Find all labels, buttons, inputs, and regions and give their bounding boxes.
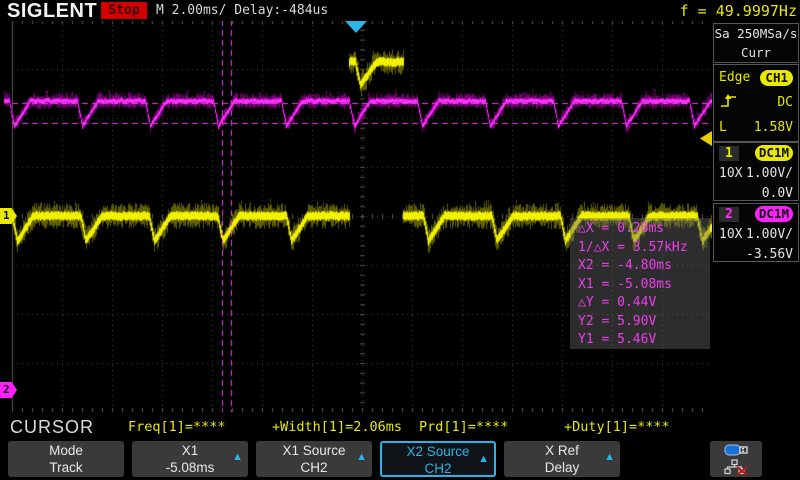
menu-mode-button[interactable]: Mode Track [8,441,124,477]
ch1-ground-marker[interactable]: 1 [0,208,17,224]
usb-icon [724,444,748,456]
trigger-level-label: L [719,120,727,135]
rising-edge-icon [719,93,739,112]
brand-logo: SIGLENT [7,0,98,22]
sample-rate: Sa 250MSa/s [714,26,798,41]
trigger-mode: Edge [719,70,751,85]
menu-x2-source-button[interactable]: X2 Source CH2 ▲ [380,441,496,477]
cursor-y2: Y2 = 5.90V [578,313,657,329]
chevron-up-icon: ▲ [604,451,615,463]
channel2-number: 2 [719,206,739,222]
timebase-readout: M 2.00ms/ Delay:-484us [156,3,329,18]
channel1-info-panel[interactable]: 1 DC1M 10X 1.00V/ 0.0V [713,142,799,201]
ch2-ground-marker[interactable]: 2 [0,382,17,398]
lan-disconnected-icon [724,459,748,476]
channel1-probe: 10X [719,165,743,181]
soft-menu-bar: Mode Track X1 -5.08ms ▲ X1 Source CH2 ▲ … [0,438,800,480]
menu-x1-button[interactable]: X1 -5.08ms ▲ [132,441,248,477]
menu-xref-button[interactable]: X Ref Delay ▲ [504,441,620,477]
measure-period: Prd[1]=**** [419,419,509,435]
measurement-row: CURSOR Freq[1]=**** +Width[1]=2.06ms Prd… [0,415,712,439]
cursor-y1: Y1 = 5.46V [578,332,657,347]
chevron-up-icon: ▲ [232,451,243,463]
channel1-coupling-badge: DC1M [754,145,793,161]
waveform-display [0,0,712,416]
right-sidebar: Sa 250MSa/s Curr 7.00Mpts Edge CH1 DC L … [712,21,800,438]
cursor-inv-delta-x: 1/△X = 3.57kHz [578,239,688,255]
trigger-level-value: 1.58V [753,120,793,135]
top-status-bar: SIGLENT Stop M 2.00ms/ Delay:-484us f = … [0,0,800,22]
channel2-probe: 10X [719,226,743,242]
channel1-scale: 1.00V/ [746,165,793,181]
channel1-number: 1 [719,145,739,161]
measure-freq: Freq[1]=**** [128,419,226,435]
measure-pwidth: +Width[1]=2.06ms [272,419,403,435]
measure-pduty: +Duty[1]=**** [564,419,670,435]
cursor-mode-title: CURSOR [10,417,95,437]
cursor-x1: X1 = -5.08ms [578,276,672,292]
trigger-info-panel[interactable]: Edge CH1 DC L 1.58V [713,64,799,142]
channel2-coupling-badge: DC1M [754,206,793,222]
io-status-panel [710,441,762,477]
acquisition-status-badge[interactable]: Stop [101,2,147,19]
chevron-up-icon: ▲ [478,453,489,465]
channel2-info-panel[interactable]: 2 DC1M 10X 1.00V/ -3.56V [713,203,799,262]
acquisition-info-panel: Sa 250MSa/s Curr 7.00Mpts [713,23,799,79]
frequency-counter: f = 49.9997Hz [679,2,797,20]
channel2-offset: -3.56V [746,246,793,262]
menu-x1-source-button[interactable]: X1 Source CH2 ▲ [256,441,372,477]
chevron-up-icon: ▲ [356,451,367,463]
channel2-scale: 1.00V/ [746,226,793,242]
cursor-delta-x: △X = 0.28ms [578,221,665,236]
trigger-source-badge: CH1 [760,69,793,86]
trigger-coupling: DC [777,95,793,110]
cursor-delta-y: △Y = 0.44V [578,295,657,310]
cursor-readout-panel: △X = 0.28ms 1/△X = 3.57kHz X2 = -4.80ms … [570,218,710,349]
cursor-x2: X2 = -4.80ms [578,258,672,273]
channel1-offset: 0.0V [761,185,793,201]
